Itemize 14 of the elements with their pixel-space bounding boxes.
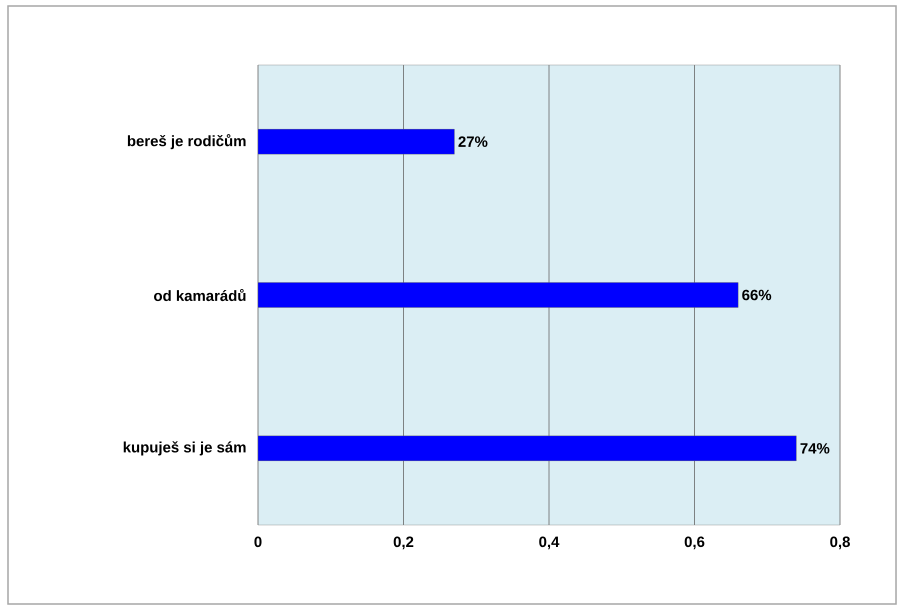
y-tick-label: kupuješ si je sám bbox=[124, 441, 246, 456]
bar bbox=[258, 436, 797, 462]
x-tick-label: 0,2 bbox=[394, 536, 414, 550]
x-tick-label: 0,8 bbox=[830, 536, 850, 550]
data-label: 66% bbox=[742, 290, 772, 300]
y-tick-label: od kamarádů bbox=[154, 288, 246, 302]
x-tick-label: 0 bbox=[254, 536, 262, 548]
bar bbox=[258, 282, 738, 308]
data-label: 74% bbox=[800, 443, 830, 454]
bar bbox=[258, 128, 455, 154]
x-tick-label: 0,6 bbox=[684, 536, 704, 550]
y-tick-label: bereš je rodičům bbox=[128, 134, 246, 150]
data-label: 27% bbox=[458, 136, 488, 147]
x-tick-label: 0,4 bbox=[539, 536, 560, 550]
